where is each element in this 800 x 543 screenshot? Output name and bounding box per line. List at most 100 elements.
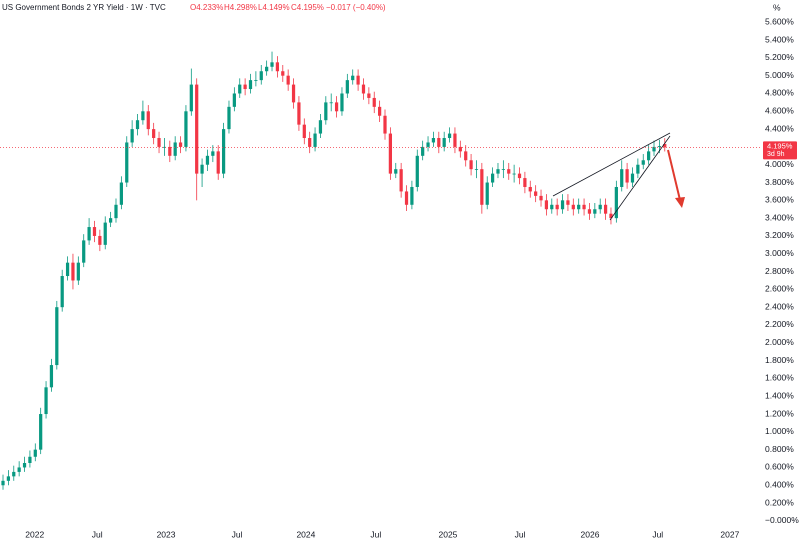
candle-body bbox=[404, 191, 409, 205]
y-tick-label: 2.000% bbox=[765, 337, 794, 347]
candle-body bbox=[152, 129, 156, 139]
candle-body bbox=[464, 151, 468, 161]
candle-body bbox=[378, 106, 382, 116]
candle-body bbox=[603, 204, 608, 214]
candle-body bbox=[447, 133, 452, 139]
candle-body bbox=[308, 138, 312, 147]
candle-body bbox=[232, 93, 236, 107]
x-tick-label: Jul bbox=[232, 529, 243, 539]
candle-body bbox=[221, 129, 226, 174]
y-tick-label: 0.200% bbox=[765, 497, 794, 507]
candle-body bbox=[114, 204, 118, 219]
candle-body bbox=[399, 169, 403, 192]
candle-body bbox=[663, 143, 667, 148]
candle-body bbox=[367, 93, 371, 98]
y-tick-label: 1.600% bbox=[765, 373, 794, 383]
candle-body bbox=[33, 449, 37, 457]
candle-body bbox=[571, 204, 575, 210]
plot-area bbox=[1, 51, 667, 490]
last-price-label: 4.195% bbox=[767, 141, 793, 150]
y-tick-label: 0.400% bbox=[765, 480, 794, 490]
candle-body bbox=[453, 133, 457, 147]
candle-body bbox=[291, 84, 296, 103]
candle-body bbox=[636, 164, 640, 174]
y-tick-label: 4.600% bbox=[765, 106, 794, 116]
candle-body bbox=[146, 111, 150, 130]
y-tick-label: 3.000% bbox=[765, 248, 794, 258]
y-tick-label: 3.800% bbox=[765, 177, 794, 187]
candle-body bbox=[60, 276, 64, 308]
candle-body bbox=[162, 146, 167, 148]
candle-body bbox=[593, 209, 597, 214]
last-price-box bbox=[763, 141, 797, 160]
candle-body bbox=[598, 204, 602, 210]
y-tick-label: 1.400% bbox=[765, 390, 794, 400]
x-tick-label: Jul bbox=[515, 529, 526, 539]
candle-body bbox=[168, 146, 172, 156]
candle-body bbox=[243, 84, 247, 90]
candle-body bbox=[55, 307, 59, 366]
change: −0.017 (−0.40%) bbox=[326, 3, 386, 12]
candle-body bbox=[103, 222, 107, 245]
y-tick-label: 4.800% bbox=[765, 88, 794, 98]
candle-body bbox=[173, 142, 177, 156]
candle-body bbox=[630, 173, 635, 183]
x-tick-label: 2023 bbox=[157, 529, 176, 539]
candle-body bbox=[254, 80, 258, 81]
wedge-lower-line bbox=[609, 135, 671, 221]
candle-body bbox=[109, 218, 113, 223]
candle-body bbox=[82, 240, 86, 263]
y-tick-label: 5.600% bbox=[765, 17, 794, 27]
candle-body bbox=[458, 146, 462, 152]
candle-body bbox=[415, 155, 419, 187]
ohlc-close: C4.195% bbox=[291, 3, 324, 12]
candle-body bbox=[345, 80, 349, 94]
candle-body bbox=[313, 133, 317, 147]
candle-body bbox=[550, 204, 554, 210]
candle-body bbox=[92, 227, 97, 236]
candle-body bbox=[647, 151, 651, 161]
y-tick-label: 2.800% bbox=[765, 266, 794, 276]
candle-body bbox=[523, 178, 527, 187]
candle-body bbox=[238, 84, 242, 94]
countdown-label: 3d 9h bbox=[767, 151, 785, 158]
candle-body bbox=[334, 102, 339, 112]
candle-body bbox=[609, 213, 613, 219]
x-tick-label: Jul bbox=[92, 529, 103, 539]
y-tick-label: 2.600% bbox=[765, 284, 794, 294]
candle-body bbox=[12, 471, 16, 477]
candle-body bbox=[324, 102, 328, 121]
candle-body bbox=[560, 200, 565, 210]
candle-body bbox=[28, 456, 32, 464]
ohlc-low: L4.149% bbox=[258, 3, 290, 12]
candle-body bbox=[490, 173, 495, 183]
wedge-upper-line bbox=[552, 132, 671, 197]
candle-body bbox=[544, 200, 549, 210]
candle-body bbox=[361, 84, 366, 94]
candle-body bbox=[431, 138, 436, 143]
candle-body bbox=[485, 182, 489, 205]
candle-body bbox=[248, 80, 253, 90]
candle-body bbox=[480, 169, 484, 205]
candle-body bbox=[507, 169, 511, 174]
candle-body bbox=[437, 138, 441, 147]
candle-body bbox=[87, 227, 91, 241]
candle-body bbox=[39, 414, 43, 450]
candle-body bbox=[517, 173, 522, 179]
candle-body bbox=[474, 169, 479, 170]
candle-body bbox=[442, 138, 446, 147]
candle-body bbox=[641, 160, 645, 165]
candle-body bbox=[566, 200, 570, 205]
y-tick-label: 0.800% bbox=[765, 444, 794, 454]
candle-body bbox=[372, 97, 376, 107]
candle-body bbox=[340, 93, 344, 112]
candle-body bbox=[275, 62, 280, 72]
candle-body bbox=[98, 235, 102, 245]
candle-body bbox=[496, 169, 500, 174]
candle-body bbox=[587, 209, 592, 214]
candle-body bbox=[227, 106, 231, 130]
candle-body bbox=[329, 102, 333, 104]
candle-body bbox=[302, 124, 306, 139]
candle-body bbox=[394, 169, 398, 174]
candle-body bbox=[17, 467, 21, 472]
